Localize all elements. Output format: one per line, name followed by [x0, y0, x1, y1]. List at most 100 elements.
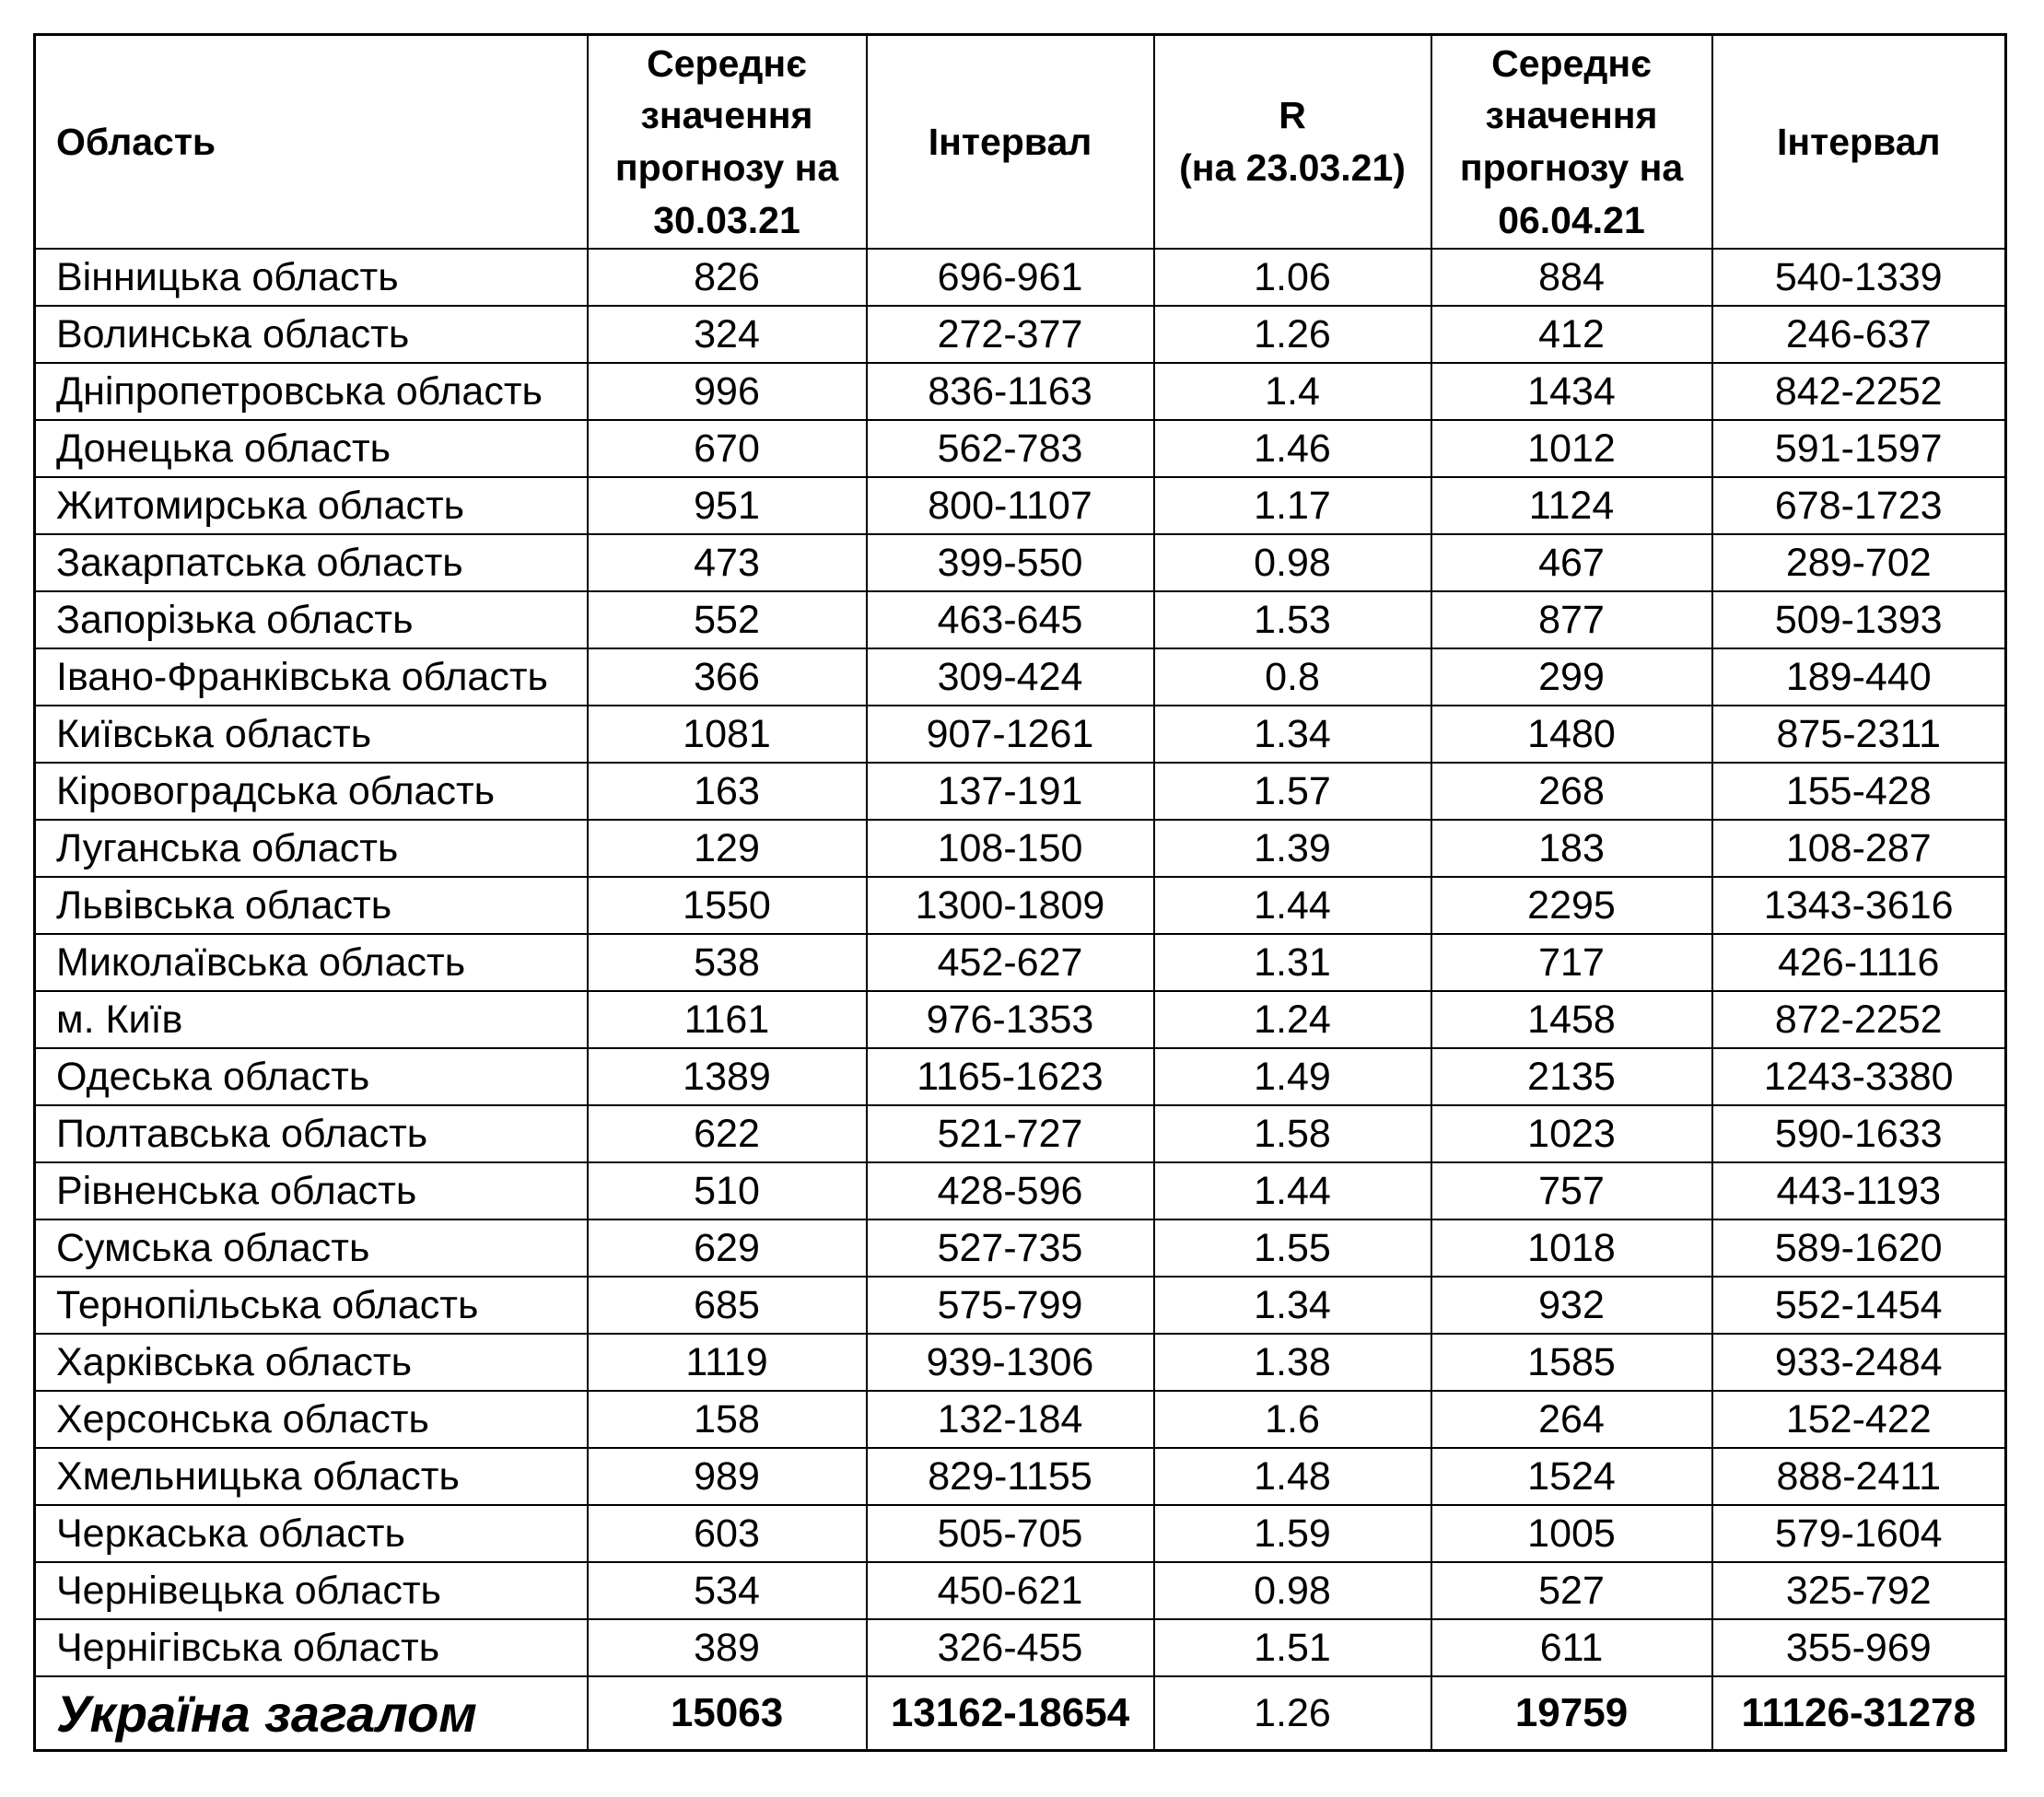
mean-30-03-cell: 1389 [586, 1047, 868, 1106]
interval-30-03-cell: 326-455 [865, 1618, 1155, 1677]
interval-30-03-cell: 132-184 [865, 1390, 1155, 1449]
table-row: Черкаська область 603 505-705 1.59 1005 579-1… [33, 1504, 2007, 1563]
table-row: Одеська область 1389 1165-1623 1.49 2135 1243… [33, 1047, 2007, 1106]
interval-06-04-cell: 325-792 [1711, 1561, 2007, 1620]
mean-06-04-cell: 877 [1430, 590, 1713, 649]
interval-30-03-cell: 272-377 [865, 305, 1155, 364]
region-cell: Київська область [33, 705, 589, 764]
interval-30-03-cell: 527-735 [865, 1219, 1155, 1278]
mean-30-03-cell: 1550 [586, 876, 868, 935]
table-row: Луганська область 129 108-150 1.39 183 108-28… [33, 819, 2007, 878]
mean-06-04-cell: 2135 [1430, 1047, 1713, 1106]
mean-06-04-cell: 299 [1430, 648, 1713, 706]
r-cell: 1.39 [1152, 819, 1432, 878]
mean-30-03-cell: 951 [586, 476, 868, 535]
region-cell: Львівська область [33, 876, 589, 935]
forecast-table: Область Середнє значення прогнозу на 30.… [33, 33, 2007, 1752]
interval-06-04-cell: 189-440 [1711, 648, 2007, 706]
table-row: Закарпатська область 473 399-550 0.98 467 289… [33, 533, 2007, 592]
mean-06-04-cell: 717 [1430, 933, 1713, 992]
mean-30-03-cell: 996 [586, 362, 868, 421]
r-cell: 1.59 [1152, 1504, 1432, 1563]
mean-30-03-cell: 629 [586, 1219, 868, 1278]
interval-30-03-cell: 505-705 [865, 1504, 1155, 1563]
region-cell: Одеська область [33, 1047, 589, 1106]
interval-06-04-cell: 443-1193 [1711, 1161, 2007, 1220]
header-row: Область Середнє значення прогнозу на 30.… [33, 33, 2007, 250]
region-cell: Дніпропетровська область [33, 362, 589, 421]
mean-06-04-cell: 1480 [1430, 705, 1713, 764]
table-row: Полтавська область 622 521-727 1.58 1023 590-… [33, 1104, 2007, 1163]
r-cell: 0.98 [1152, 1561, 1432, 1620]
table-row: Миколаївська область 538 452-627 1.31 717 426… [33, 933, 2007, 992]
total-interval-06-04-cell: 11126-31278 [1711, 1675, 2007, 1752]
table-row: Волинська область 324 272-377 1.26 412 246-63… [33, 305, 2007, 364]
interval-06-04-cell: 888-2411 [1711, 1447, 2007, 1506]
mean-06-04-cell: 1005 [1430, 1504, 1713, 1563]
table-row: Київська область 1081 907-1261 1.34 1480 875-… [33, 705, 2007, 764]
table-row: Сумська область 629 527-735 1.55 1018 589-162… [33, 1219, 2007, 1278]
mean-06-04-cell: 611 [1430, 1618, 1713, 1677]
r-cell: 1.31 [1152, 933, 1432, 992]
interval-30-03-cell: 428-596 [865, 1161, 1155, 1220]
interval-30-03-cell: 463-645 [865, 590, 1155, 649]
mean-06-04-cell: 1524 [1430, 1447, 1713, 1506]
table-row: Тернопільська область 685 575-799 1.34 932 55… [33, 1276, 2007, 1335]
interval-30-03-cell: 1165-1623 [865, 1047, 1155, 1106]
interval-30-03-cell: 907-1261 [865, 705, 1155, 764]
interval-30-03-cell: 562-783 [865, 419, 1155, 478]
interval-30-03-cell: 575-799 [865, 1276, 1155, 1335]
mean-30-03-cell: 534 [586, 1561, 868, 1620]
mean-30-03-cell: 158 [586, 1390, 868, 1449]
interval-30-03-cell: 696-961 [865, 248, 1155, 307]
table-row: Херсонська область 158 132-184 1.6 264 152-42… [33, 1390, 2007, 1449]
mean-06-04-cell: 1458 [1430, 990, 1713, 1049]
mean-06-04-cell: 1434 [1430, 362, 1713, 421]
total-mean-30-03-cell: 15063 [586, 1675, 868, 1752]
region-cell: м. Київ [33, 990, 589, 1049]
region-cell: Івано-Франківська область [33, 648, 589, 706]
mean-06-04-cell: 183 [1430, 819, 1713, 878]
mean-30-03-cell: 1081 [586, 705, 868, 764]
mean-30-03-cell: 538 [586, 933, 868, 992]
table-row: Рівненська область 510 428-596 1.44 757 443-1… [33, 1161, 2007, 1220]
region-cell: Житомирська область [33, 476, 589, 535]
region-cell: Запорізька область [33, 590, 589, 649]
region-cell: Вінницька область [33, 248, 589, 307]
interval-06-04-cell: 552-1454 [1711, 1276, 2007, 1335]
table-body: Вінницька область 826 696-961 1.06 884 540-13… [33, 248, 2007, 1677]
r-cell: 1.38 [1152, 1333, 1432, 1392]
r-cell: 1.58 [1152, 1104, 1432, 1163]
r-cell: 1.51 [1152, 1618, 1432, 1677]
interval-06-04-cell: 933-2484 [1711, 1333, 2007, 1392]
table-row: Запорізька область 552 463-645 1.53 877 509-1… [33, 590, 2007, 649]
region-cell: Донецька область [33, 419, 589, 478]
mean-06-04-cell: 264 [1430, 1390, 1713, 1449]
region-cell: Волинська область [33, 305, 589, 364]
r-cell: 0.8 [1152, 648, 1432, 706]
interval-30-03-cell: 800-1107 [865, 476, 1155, 535]
mean-30-03-cell: 989 [586, 1447, 868, 1506]
r-cell: 1.6 [1152, 1390, 1432, 1449]
region-cell: Черкаська область [33, 1504, 589, 1563]
interval-30-03-cell: 399-550 [865, 533, 1155, 592]
r-cell: 1.06 [1152, 248, 1432, 307]
table-row: Дніпропетровська область 996 836-1163 1.4 14… [33, 362, 2007, 421]
mean-30-03-cell: 603 [586, 1504, 868, 1563]
r-cell: 1.34 [1152, 1276, 1432, 1335]
col-header-mean-06-04: Середнє значення прогнозу на 06.04.21 [1430, 33, 1713, 250]
r-cell: 1.34 [1152, 705, 1432, 764]
mean-30-03-cell: 163 [586, 762, 868, 821]
r-cell: 1.44 [1152, 876, 1432, 935]
col-header-interval-30-03: Інтервал [865, 33, 1155, 250]
col-header-mean-30-03: Середнє значення прогнозу на 30.03.21 [586, 33, 868, 250]
r-cell: 1.49 [1152, 1047, 1432, 1106]
r-cell: 1.55 [1152, 1219, 1432, 1278]
interval-06-04-cell: 1343-3616 [1711, 876, 2007, 935]
interval-06-04-cell: 590-1633 [1711, 1104, 2007, 1163]
mean-30-03-cell: 1119 [586, 1333, 868, 1392]
r-cell: 1.24 [1152, 990, 1432, 1049]
interval-06-04-cell: 246-637 [1711, 305, 2007, 364]
interval-06-04-cell: 589-1620 [1711, 1219, 2007, 1278]
